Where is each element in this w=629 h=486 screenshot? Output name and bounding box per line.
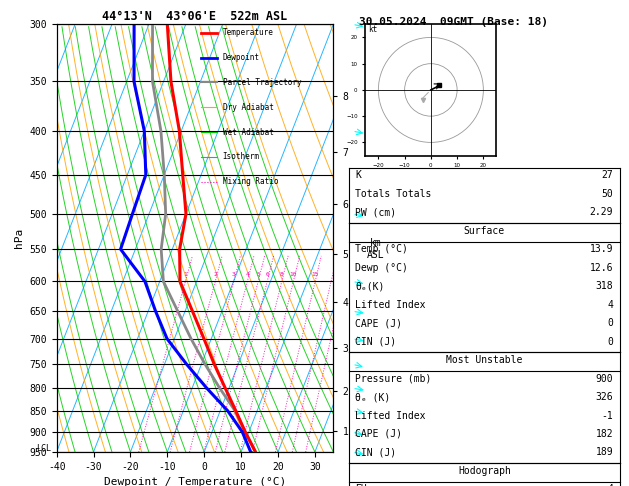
Text: 50: 50	[601, 189, 613, 199]
Text: CIN (J): CIN (J)	[355, 337, 396, 347]
Text: CIN (J): CIN (J)	[355, 448, 396, 457]
Title: 44°13'N  43°06'E  522m ASL: 44°13'N 43°06'E 522m ASL	[103, 10, 287, 23]
Text: 8: 8	[280, 272, 284, 277]
Text: Temp (°C): Temp (°C)	[355, 244, 408, 254]
Text: Surface: Surface	[464, 226, 505, 236]
Text: 15: 15	[311, 272, 319, 277]
Text: Pressure (mb): Pressure (mb)	[355, 374, 431, 383]
Text: -1: -1	[601, 411, 613, 420]
Text: 4: 4	[608, 485, 613, 486]
Text: Most Unstable: Most Unstable	[446, 355, 523, 365]
Text: EH: EH	[355, 485, 367, 486]
Text: 30.05.2024  09GMT (Base: 18): 30.05.2024 09GMT (Base: 18)	[359, 17, 547, 27]
Y-axis label: hPa: hPa	[14, 228, 24, 248]
Text: 326: 326	[596, 392, 613, 402]
Text: Lifted Index: Lifted Index	[355, 411, 426, 420]
Text: CAPE (J): CAPE (J)	[355, 429, 403, 439]
Text: 0: 0	[608, 337, 613, 347]
Text: 318: 318	[596, 281, 613, 291]
Text: Isotherm: Isotherm	[223, 153, 260, 161]
Text: CAPE (J): CAPE (J)	[355, 318, 403, 328]
Text: Dewpoint: Dewpoint	[223, 53, 260, 62]
Text: 189: 189	[596, 448, 613, 457]
Text: Wet Adiabat: Wet Adiabat	[223, 128, 274, 137]
Text: 4: 4	[608, 300, 613, 310]
Text: 2.29: 2.29	[590, 208, 613, 217]
Text: Dry Adiabat: Dry Adiabat	[223, 103, 274, 112]
Text: kt: kt	[368, 25, 377, 34]
Text: 4: 4	[245, 272, 249, 277]
Text: PW (cm): PW (cm)	[355, 208, 396, 217]
Text: 12.6: 12.6	[590, 263, 613, 273]
Text: 900: 900	[596, 374, 613, 383]
Text: θₑ (K): θₑ (K)	[355, 392, 391, 402]
Y-axis label: km
ASL: km ASL	[367, 238, 385, 260]
Text: Temperature: Temperature	[223, 28, 274, 37]
Text: 27: 27	[601, 171, 613, 180]
Text: 6: 6	[265, 272, 269, 277]
Text: Lifted Index: Lifted Index	[355, 300, 426, 310]
Text: 1: 1	[184, 272, 187, 277]
Text: 2: 2	[213, 272, 217, 277]
Text: Hodograph: Hodograph	[458, 466, 511, 476]
Text: Totals Totals: Totals Totals	[355, 189, 431, 199]
Text: 13.9: 13.9	[590, 244, 613, 254]
Text: Mixing Ratio: Mixing Ratio	[223, 177, 278, 186]
Text: K: K	[355, 171, 361, 180]
X-axis label: Dewpoint / Temperature (°C): Dewpoint / Temperature (°C)	[104, 477, 286, 486]
Text: 0: 0	[608, 318, 613, 328]
Text: Parcel Trajectory: Parcel Trajectory	[223, 78, 301, 87]
Text: 182: 182	[596, 429, 613, 439]
Text: 5: 5	[256, 272, 260, 277]
Text: θₑ(K): θₑ(K)	[355, 281, 385, 291]
Text: 3: 3	[232, 272, 236, 277]
Text: Dewp (°C): Dewp (°C)	[355, 263, 408, 273]
Text: 10: 10	[289, 272, 297, 277]
Text: LCL: LCL	[36, 444, 51, 453]
